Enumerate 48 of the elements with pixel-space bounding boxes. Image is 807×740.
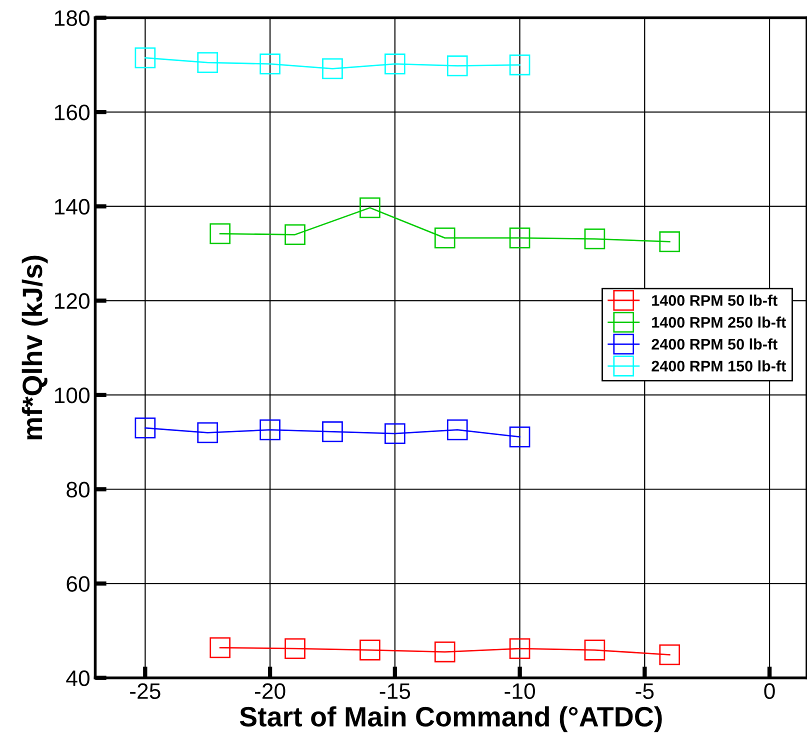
y-axis-title: mf*Qlhv (kJ/s) — [22, 256, 48, 440]
point — [284, 224, 306, 246]
point — [210, 637, 231, 658]
legend-label: 1400 RPM 250 lb-ft — [652, 316, 786, 328]
y-tick-label: 100 — [54, 387, 90, 404]
y-tick-label: 60 — [66, 576, 90, 592]
point — [134, 47, 156, 68]
point — [446, 55, 468, 76]
x-tick-label: -5 — [636, 684, 654, 700]
point — [509, 54, 530, 76]
x-tick-label: -15 — [380, 684, 410, 700]
point — [659, 644, 680, 666]
point — [434, 228, 456, 248]
point — [197, 422, 218, 444]
legend-label: 2400 RPM 150 lb-ft — [652, 360, 786, 372]
y-tick-label: 160 — [54, 104, 90, 120]
point — [260, 419, 280, 440]
point — [210, 223, 231, 244]
point — [360, 197, 380, 218]
point — [360, 640, 380, 660]
y-tick-label: 140 — [54, 198, 90, 215]
point — [659, 231, 680, 252]
point — [584, 228, 606, 250]
x-tick-label: -25 — [130, 683, 160, 700]
point — [322, 421, 343, 442]
point — [384, 423, 406, 444]
x-tick-label: 0 — [764, 683, 775, 700]
point — [509, 426, 530, 448]
point — [434, 641, 456, 662]
y-tick-label: 120 — [54, 293, 90, 309]
point — [584, 640, 606, 660]
point — [322, 58, 343, 80]
point — [509, 228, 530, 248]
legend-label: 1400 RPM 50 lb-ft — [652, 294, 778, 306]
point — [197, 52, 218, 73]
point — [284, 638, 306, 660]
legend-label: 2400 RPM 50 lb-ft — [652, 338, 778, 350]
x-tick-label: -20 — [254, 683, 286, 700]
point — [384, 54, 406, 74]
y-tick-label: 80 — [66, 482, 90, 498]
y-tick-label: 180 — [54, 10, 90, 26]
point — [260, 54, 280, 74]
x-axis-title: Start of Main Command (°ATDC) — [240, 706, 662, 732]
point — [446, 419, 468, 440]
x-tick-label: -10 — [504, 683, 535, 700]
point — [134, 418, 156, 438]
y-tick-label: 40 — [66, 670, 90, 686]
point — [509, 638, 530, 660]
